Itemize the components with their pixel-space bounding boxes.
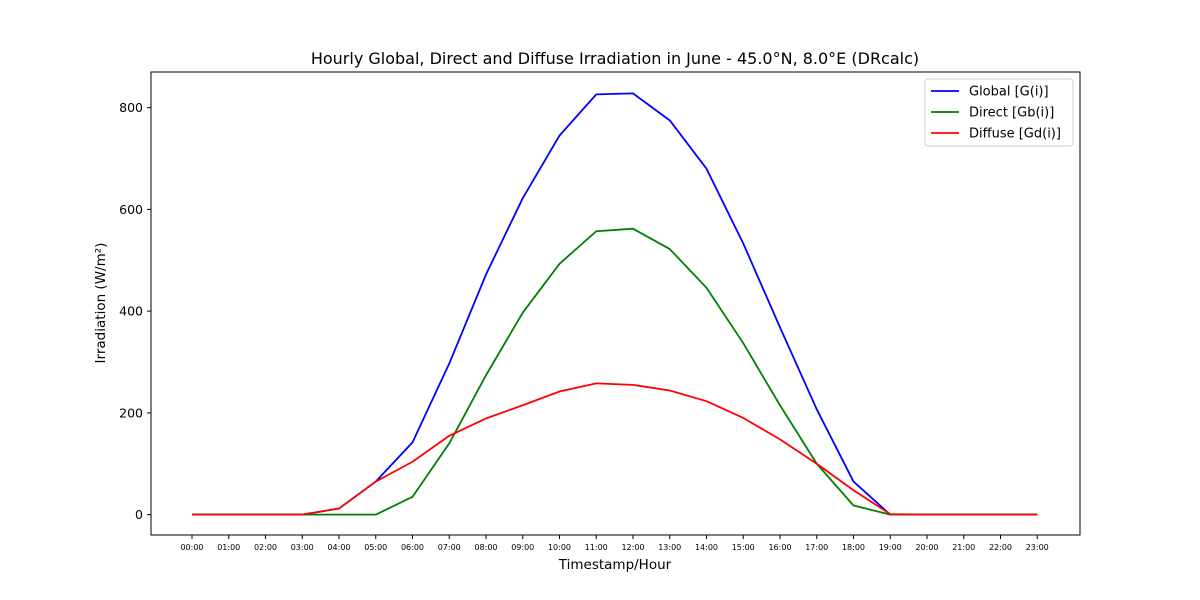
x-tick-label: 03:00 (291, 543, 314, 552)
x-tick-label: 14:00 (695, 543, 718, 552)
plot-area (191, 92, 1038, 516)
y-tick-label: 600 (119, 202, 143, 217)
x-axis: 00:00 01:00 02:00 03:00 04:00 05:00 06:00 07:00… (180, 535, 1049, 552)
x-tick-label: 06:00 (401, 543, 424, 552)
x-tick-label: 01:00 (217, 543, 240, 552)
legend-entry: Global [G(i)] (969, 85, 1049, 100)
chart-title: Hourly Global, Direct and Diffuse Irradi… (311, 49, 919, 68)
x-tick-label: 07:00 (438, 543, 461, 552)
x-tick-label: 00:00 (180, 543, 203, 552)
x-tick-label: 09:00 (511, 543, 534, 552)
x-tick-label: 19:00 (879, 543, 902, 552)
legend-box (924, 78, 1074, 147)
series-line-1 (192, 92, 1038, 516)
y-axis: 0 200 400 600 800 (119, 100, 151, 522)
legend: Global [G(i)] Direct [Gb(i)] Diffuse [Gd(i… (924, 78, 1074, 147)
x-tick-label: 12:00 (621, 543, 644, 552)
axes-frame (150, 71, 1081, 536)
y-tick-label: 800 (119, 100, 143, 115)
x-tick-label: 17:00 (805, 543, 828, 552)
x-tick-label: 11:00 (585, 543, 608, 552)
x-tick-label: 05:00 (364, 543, 387, 552)
x-tick-label: 02:00 (254, 543, 277, 552)
y-tick-label: 200 (119, 405, 143, 420)
x-axis-label: Timestamp/Hour (558, 557, 672, 573)
legend-entry: Direct [Gb(i)] (969, 106, 1054, 121)
y-tick-label: 400 (119, 304, 143, 319)
series-line-2 (192, 227, 1038, 516)
x-tick-label: 21:00 (952, 543, 975, 552)
x-tick-label: 10:00 (548, 543, 571, 552)
y-axis-label: Irradiation (W/m²) (93, 243, 109, 364)
y-tick-label: 0 (135, 507, 143, 522)
x-tick-label: 22:00 (989, 543, 1012, 552)
x-tick-label: 18:00 (842, 543, 865, 552)
x-tick-label: 23:00 (1026, 543, 1049, 552)
legend-entry: Diffuse [Gd(i)] (969, 127, 1061, 142)
x-tick-label: 13:00 (658, 543, 681, 552)
x-tick-label: 08:00 (474, 543, 497, 552)
series-line-3 (192, 382, 1038, 516)
x-tick-label: 04:00 (327, 543, 350, 552)
x-tick-label: 15:00 (732, 543, 755, 552)
x-tick-label: 16:00 (768, 543, 791, 552)
x-tick-label: 20:00 (915, 543, 938, 552)
